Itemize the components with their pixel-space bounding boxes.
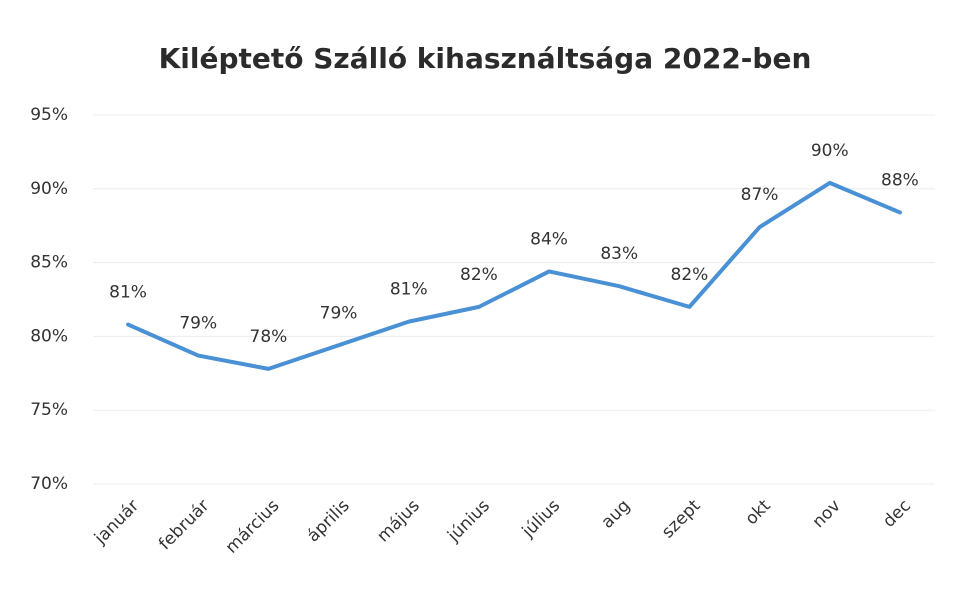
data-label: 82% [460, 265, 498, 285]
y-tick-label: 75% [30, 400, 68, 420]
chart-title: Kiléptető Szálló kihasználtsága 2022-ben [159, 42, 812, 75]
data-label: 87% [741, 185, 779, 205]
y-tick-label: 70% [30, 474, 68, 494]
data-label: 81% [390, 280, 428, 300]
data-label: 90% [811, 141, 849, 161]
data-label: 78% [250, 327, 288, 347]
data-label: 81% [109, 283, 147, 303]
data-line [126, 180, 902, 371]
data-label: 84% [530, 229, 568, 249]
data-label: 79% [179, 314, 217, 334]
data-label: 83% [600, 244, 638, 264]
data-label: 88% [881, 170, 919, 190]
y-tick-label: 95% [30, 105, 68, 125]
data-label: 79% [320, 303, 358, 323]
y-tick-label: 80% [30, 326, 68, 346]
y-tick-label: 85% [30, 253, 68, 273]
data-label: 82% [671, 265, 709, 285]
y-tick-label: 90% [30, 179, 68, 199]
